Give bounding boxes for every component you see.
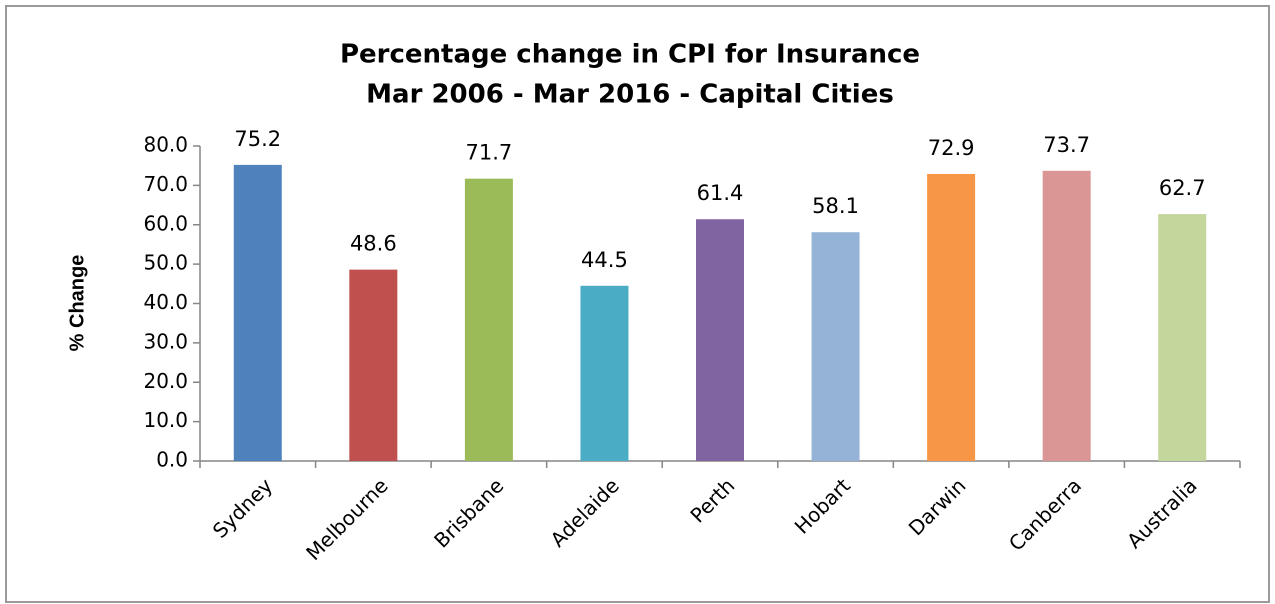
bar xyxy=(1042,170,1091,461)
y-axis-label: % Change xyxy=(66,255,88,352)
data-label: 58.1 xyxy=(812,194,859,218)
data-label: 75.2 xyxy=(234,127,281,151)
bar xyxy=(464,178,513,461)
y-tick-label: 10.0 xyxy=(143,408,188,432)
y-tick-label: 20.0 xyxy=(143,369,188,393)
y-tick-label: 30.0 xyxy=(143,329,188,353)
bar xyxy=(811,232,860,461)
y-tick-label: 70.0 xyxy=(143,172,188,196)
data-label: 61.4 xyxy=(697,181,744,205)
bar xyxy=(927,173,976,462)
data-label: 73.7 xyxy=(1043,133,1090,157)
data-label: 44.5 xyxy=(581,248,628,272)
y-tick-label: 40.0 xyxy=(143,290,188,314)
y-tick-label: 50.0 xyxy=(143,251,188,275)
y-tick-label: 0.0 xyxy=(156,448,188,472)
bar xyxy=(349,269,398,461)
y-tick-label: 80.0 xyxy=(143,133,188,157)
chart-title: Percentage change in CPI for Insurance xyxy=(340,40,920,70)
data-label: 48.6 xyxy=(350,232,397,256)
chart-subtitle: Mar 2006 - Mar 2016 - Capital Cities xyxy=(366,80,894,110)
data-label: 71.7 xyxy=(466,141,513,165)
data-label: 62.7 xyxy=(1159,176,1206,200)
bar xyxy=(233,164,282,461)
data-label: 72.9 xyxy=(928,136,975,160)
bar xyxy=(696,219,744,461)
bar xyxy=(580,285,629,461)
bar xyxy=(1158,214,1207,461)
y-tick-label: 60.0 xyxy=(143,211,188,235)
